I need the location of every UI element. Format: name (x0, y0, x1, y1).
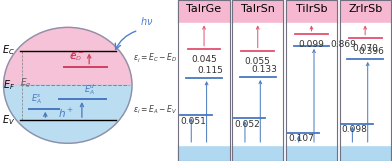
Text: $h\nu$: $h\nu$ (140, 15, 153, 27)
Text: 0.115: 0.115 (197, 66, 223, 75)
Text: 0.051: 0.051 (181, 117, 207, 126)
Text: 0.052: 0.052 (234, 120, 260, 129)
Text: 0.869: 0.869 (331, 40, 357, 49)
Text: TaIrGe: TaIrGe (187, 4, 221, 14)
Text: $E_D$: $E_D$ (69, 51, 82, 63)
Text: 0.098: 0.098 (342, 125, 368, 134)
Text: ZrIrSb: ZrIrSb (348, 4, 382, 14)
Polygon shape (4, 85, 132, 143)
Text: 0.045: 0.045 (191, 55, 217, 64)
Text: $E_C$: $E_C$ (2, 44, 15, 57)
Text: $E_V$: $E_V$ (2, 113, 15, 127)
Text: $E_g$: $E_g$ (20, 77, 32, 90)
Text: $E_A^d$: $E_A^d$ (84, 82, 96, 97)
Text: TiIrSb: TiIrSb (296, 4, 327, 14)
Bar (232, 0, 283, 161)
Text: $e^-$: $e^-$ (69, 52, 85, 62)
Text: $h^+$: $h^+$ (58, 107, 74, 120)
Text: 0.099: 0.099 (298, 40, 325, 49)
Text: 0.396: 0.396 (358, 47, 384, 56)
Text: $E_A^s$: $E_A^s$ (31, 93, 42, 106)
Text: $E_F$: $E_F$ (3, 78, 15, 92)
Text: 0.055: 0.055 (245, 57, 271, 66)
Text: 0.070: 0.070 (352, 44, 378, 53)
Bar (178, 0, 230, 161)
Polygon shape (4, 27, 132, 85)
Text: TaIrSn: TaIrSn (241, 4, 275, 14)
Bar (286, 0, 337, 161)
Text: $\varepsilon_i^{}=E_C-E_D$: $\varepsilon_i^{}=E_C-E_D$ (133, 52, 177, 65)
Text: 0.107: 0.107 (288, 134, 314, 143)
Text: $\varepsilon_i=E_A-E_V$: $\varepsilon_i=E_A-E_V$ (133, 103, 177, 116)
Text: 0.133: 0.133 (251, 65, 277, 74)
Bar (339, 0, 391, 161)
